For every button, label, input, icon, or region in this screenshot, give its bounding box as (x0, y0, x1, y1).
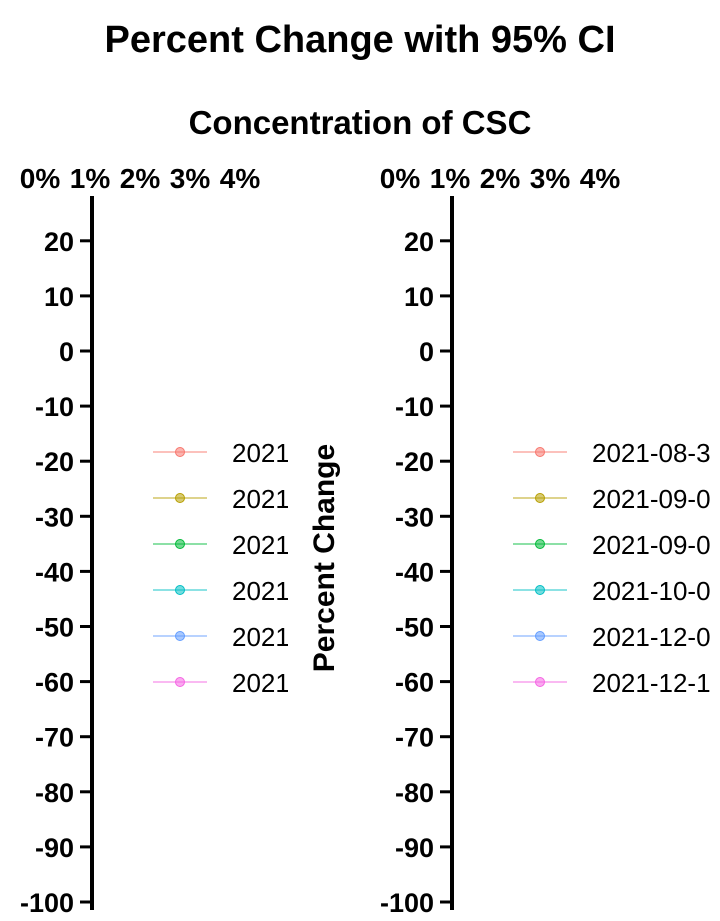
y-tick-label: -90 (395, 833, 434, 863)
legend-key-point (535, 677, 545, 687)
y-tick-label: -10 (395, 392, 434, 422)
top-label: 3% (530, 163, 571, 194)
y-tick-label: -40 (395, 557, 434, 587)
top-label: 0% (380, 163, 421, 194)
top-label: 2% (480, 163, 521, 194)
legend-label: 2021-12-1 (232, 668, 351, 698)
panel-body: 20 10 0 -10 -20 -30 -40 -50 -60 -70 -80 -90 -100 2021… (20, 196, 351, 918)
top-label: 3% (170, 163, 211, 194)
y-tick-label: 20 (404, 227, 434, 257)
y-tick-label: -60 (35, 668, 74, 698)
top-label: 4% (580, 163, 621, 194)
legend-key-point (175, 493, 185, 503)
y-tick-label: 0 (59, 337, 74, 367)
legend-key-point (175, 677, 185, 687)
top-label: 4% (220, 163, 261, 194)
legend-label: 2021-09-0 (592, 484, 711, 514)
y-tick-label: -60 (395, 668, 434, 698)
legend-label: 2021-12-1 (592, 668, 711, 698)
y-tick-label: 20 (44, 227, 74, 257)
legend-key-point (535, 631, 545, 641)
y-tick-label: -10 (35, 392, 74, 422)
top-labels: 0% 1% 2% 3% 4% (380, 163, 621, 194)
legend-key-point (535, 447, 545, 457)
legend-label: 2021-09-0 (592, 530, 711, 560)
legend-key-point (175, 447, 185, 457)
legend-key-point (175, 539, 185, 549)
y-tick-label: -80 (35, 778, 74, 808)
y-tick-label: 0 (419, 337, 434, 367)
panel-1: 0% 1% 2% 3% 4% 20 10 0 -10 -20 -30 -40 -50 -60 -70 -80 -… (20, 163, 351, 918)
y-tick-label: -70 (35, 723, 74, 753)
y-tick-label: -30 (395, 502, 434, 532)
y-tick-label: -20 (395, 447, 434, 477)
legend-key-point (175, 585, 185, 595)
y-tick-label: -20 (35, 447, 74, 477)
legend-label: 2021-10-0 (232, 576, 351, 606)
y-tick-label: -50 (395, 613, 434, 643)
legend-key-point (535, 539, 545, 549)
panel-2: 0% 1% 2% 3% 4% 20 10 0 -10 -20 -30 -40 -50 -60 -70 -80 -… (308, 163, 711, 918)
y-tick-label: -50 (35, 613, 74, 643)
legend-label: 2021-12-0 (232, 622, 351, 652)
y-tick-label: 10 (404, 282, 434, 312)
top-label: 2% (120, 163, 161, 194)
legend-label: 2021-12-0 (592, 622, 711, 652)
legend-label: 2021-08-3 (592, 438, 711, 468)
y-tick-label: -100 (380, 888, 434, 918)
legend-key-point (175, 631, 185, 641)
y-tick-label: -30 (35, 502, 74, 532)
legend-label: 2021-09-0 (232, 484, 351, 514)
legend-label: 2021-08-3 (232, 438, 351, 468)
legend-key-point (535, 585, 545, 595)
y-tick-label: -40 (35, 557, 74, 587)
legend-label: 2021-10-0 (592, 576, 711, 606)
legend-key-point (535, 493, 545, 503)
y-tick-label: -100 (20, 888, 74, 918)
top-label: 1% (430, 163, 471, 194)
top-label: 0% (20, 163, 61, 194)
top-label: 1% (70, 163, 111, 194)
y-axis-label: Percent Change (308, 444, 341, 672)
chart-subtitle: Concentration of CSC (189, 104, 532, 141)
y-tick-label: -80 (395, 778, 434, 808)
chart-title: Percent Change with 95% CI (104, 19, 615, 61)
legend-label: 2021-09-0 (232, 530, 351, 560)
y-tick-label: -90 (35, 833, 74, 863)
top-labels: 0% 1% 2% 3% 4% (20, 163, 261, 194)
panel-body: 20 10 0 -10 -20 -30 -40 -50 -60 -70 -80 -90 -100 Perc… (308, 196, 711, 918)
y-tick-label: -70 (395, 723, 434, 753)
y-tick-label: 10 (44, 282, 74, 312)
